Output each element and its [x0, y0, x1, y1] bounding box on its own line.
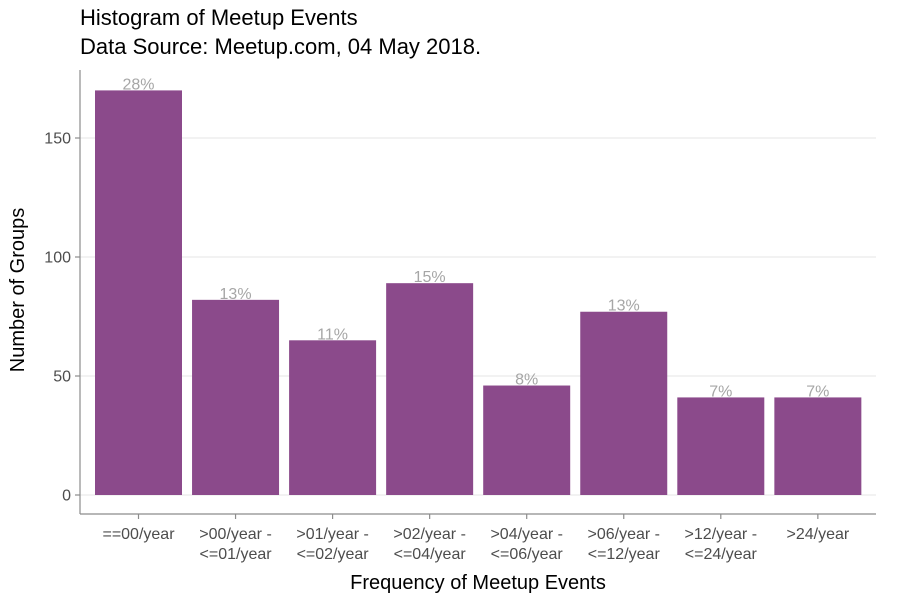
bar-label: 15% — [414, 269, 446, 286]
bar — [289, 340, 377, 495]
x-tick-label: >06/year -<=12/year — [588, 526, 661, 563]
chart-title: Histogram of Meetup Events — [80, 5, 358, 30]
x-tick-label: >01/year -<=02/year — [296, 526, 369, 563]
bar — [192, 299, 280, 495]
x-axis-title: Frequency of Meetup Events — [350, 572, 606, 594]
y-tick-label: 50 — [53, 369, 71, 386]
bar — [386, 283, 474, 495]
x-tick-label: ==00/year — [102, 526, 175, 543]
x-tick-label: >24/year — [786, 526, 849, 543]
y-tick-label: 100 — [44, 250, 71, 267]
bar-label: 7% — [806, 383, 829, 400]
x-tick-label: >12/year -<=24/year — [685, 526, 758, 563]
bar — [774, 397, 862, 495]
bar-label: 7% — [709, 383, 732, 400]
bar — [580, 311, 668, 495]
y-tick-label: 0 — [62, 488, 71, 505]
x-tick-label: >04/year -<=06/year — [490, 526, 563, 563]
x-tick-label: >02/year -<=04/year — [393, 526, 466, 563]
bar-label: 13% — [220, 286, 252, 303]
bar-label: 13% — [608, 298, 640, 315]
bar — [483, 385, 571, 495]
bar-label: 28% — [122, 76, 154, 93]
bar — [677, 397, 765, 495]
x-tick-label: >00/year -<=01/year — [199, 526, 272, 563]
bar-label: 11% — [317, 326, 348, 343]
plot-area: 28% 13% 11% 15% 8% 13% 7% 7% 0 50 100 150 ==00/year >… — [44, 70, 876, 563]
y-tick-label: 150 — [44, 131, 71, 148]
bar — [95, 90, 182, 496]
y-axis-title: Number of Groups — [7, 208, 29, 373]
chart-subtitle: Data Source: Meetup.com, 04 May 2018. — [80, 34, 481, 59]
bar-label: 8% — [515, 372, 538, 389]
